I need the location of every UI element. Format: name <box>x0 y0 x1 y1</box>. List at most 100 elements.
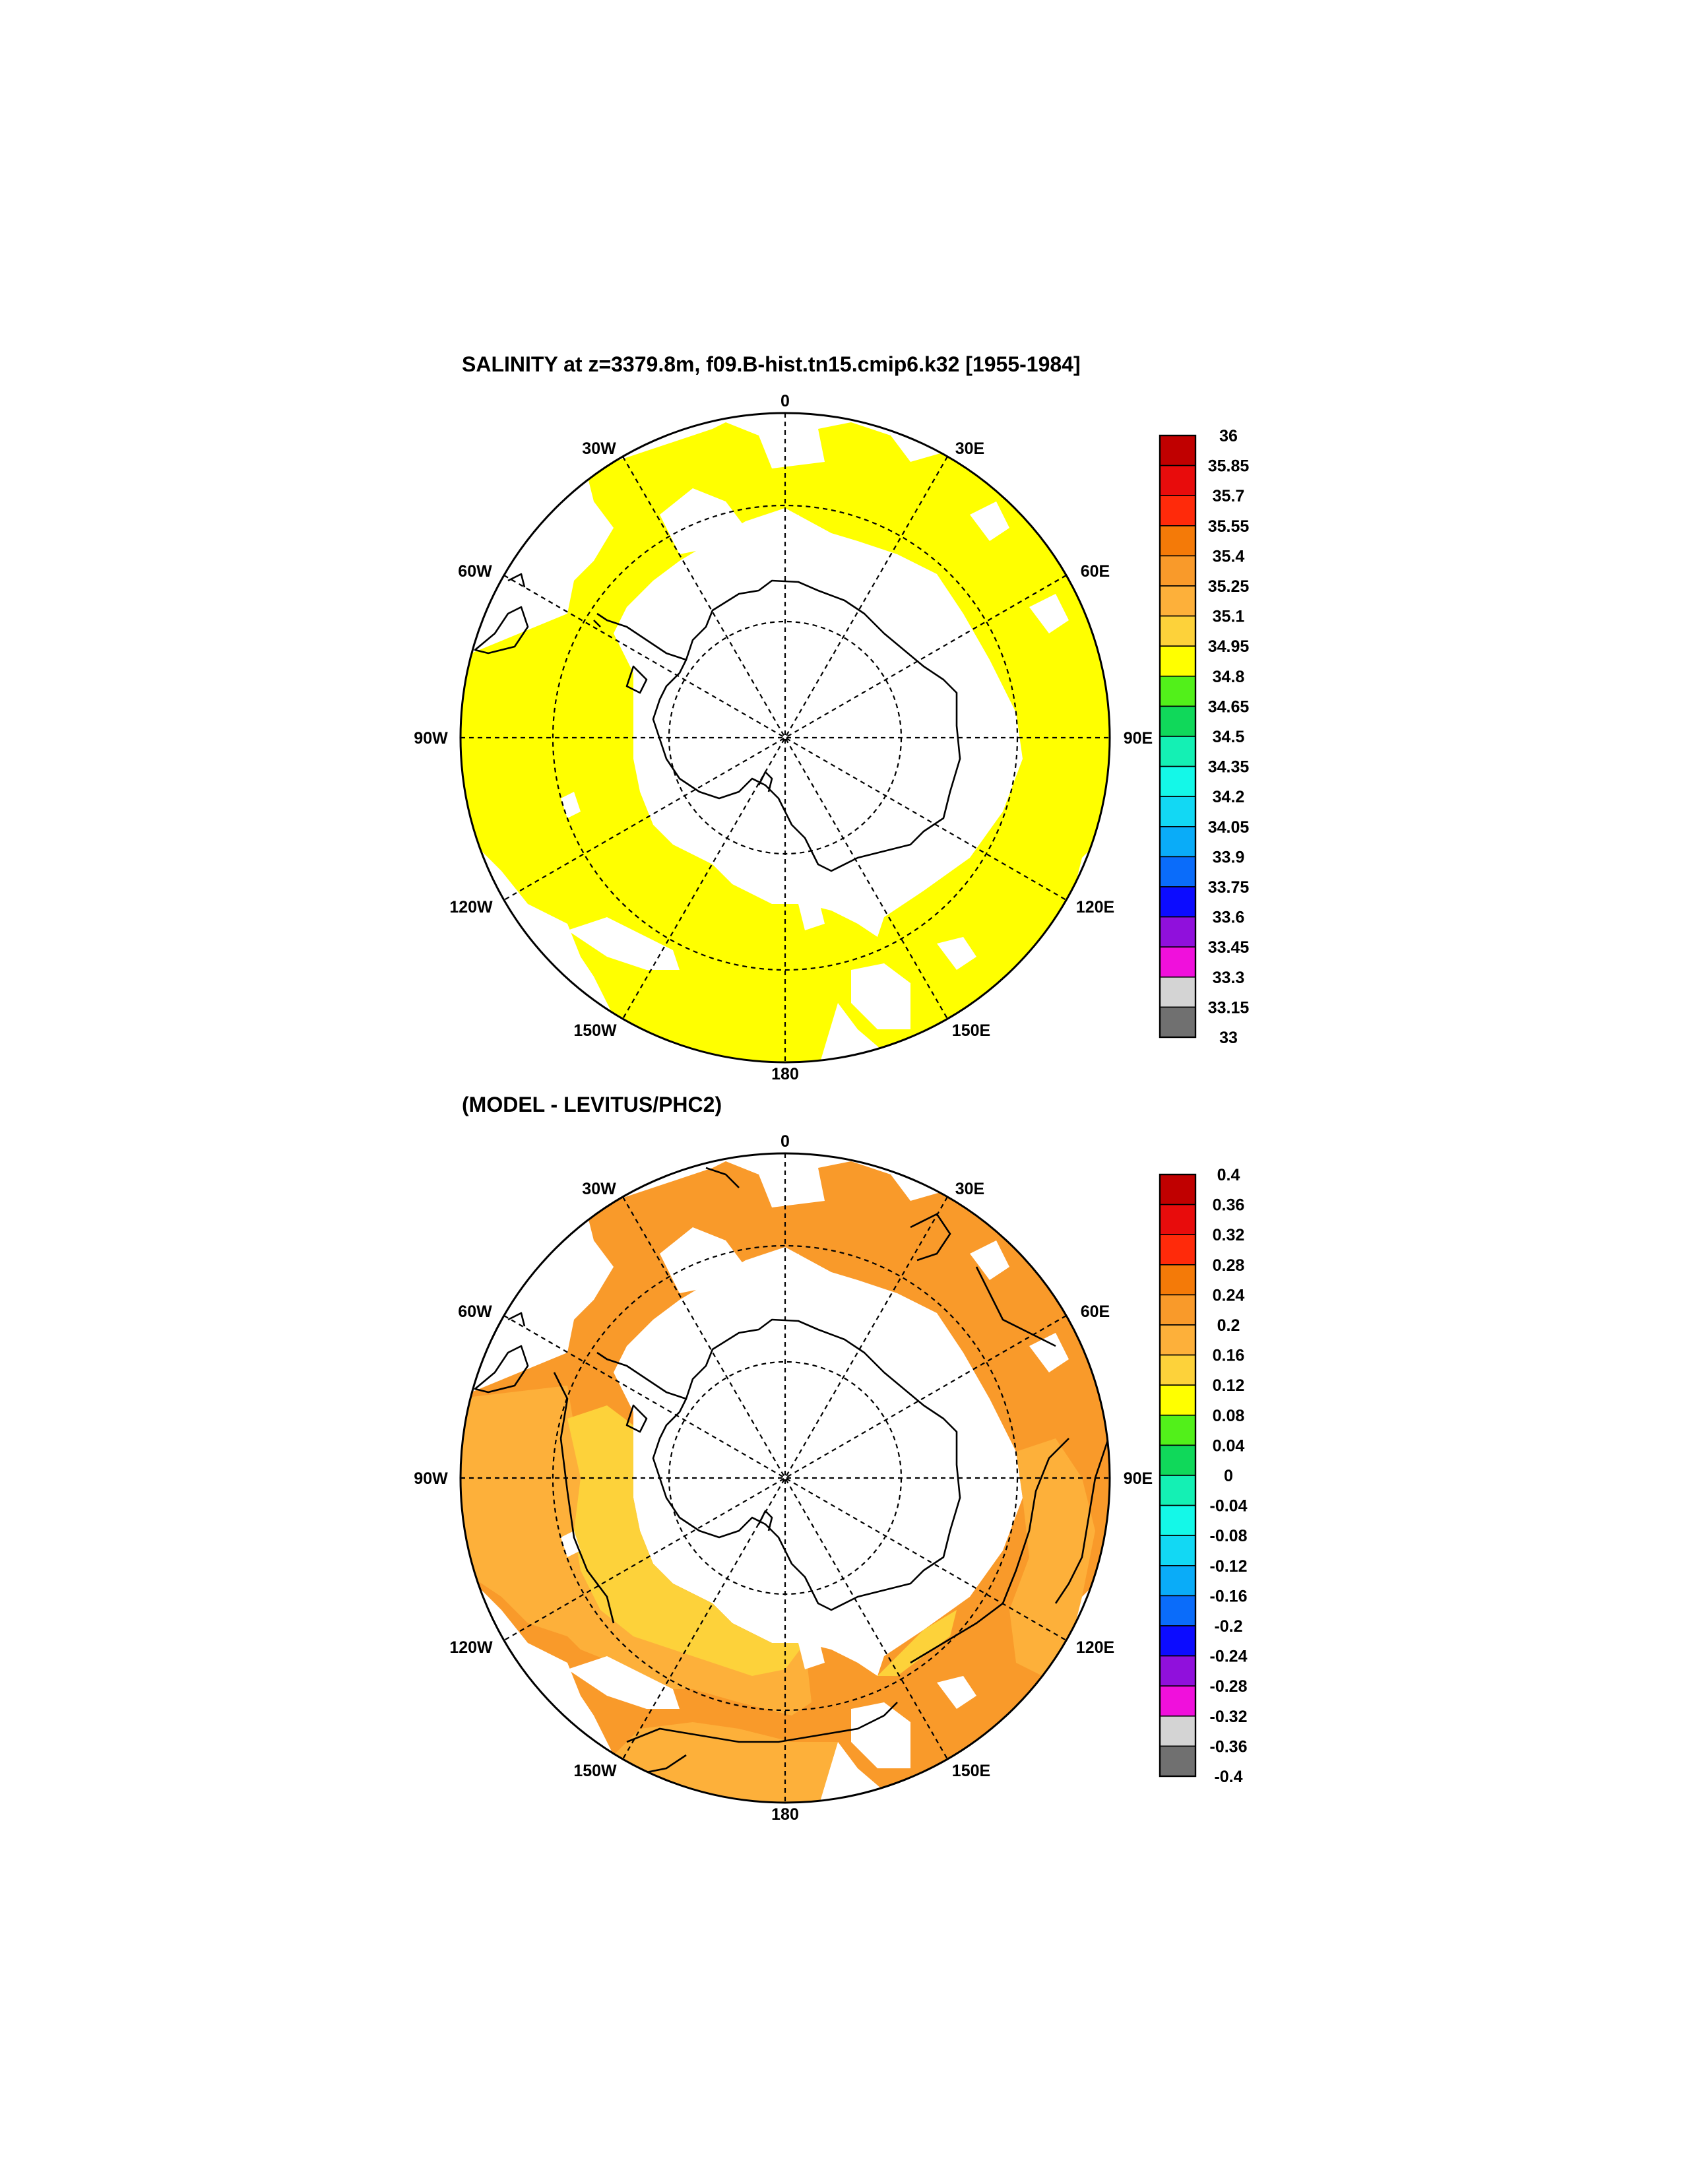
colorbar-tick-label: 0.04 <box>1213 1436 1245 1455</box>
colorbar-tick-label: -0.08 <box>1210 1527 1248 1545</box>
colorbar-tick-label: 35.7 <box>1213 487 1245 505</box>
difference-field-tertiary <box>567 1405 957 1676</box>
lon-label-150e-b: 150E <box>952 1762 990 1780</box>
colorbar-tick-label: 35.4 <box>1213 547 1245 565</box>
colorbar-swatch <box>1159 1625 1196 1657</box>
colorbar-tick-label: -0.32 <box>1210 1708 1248 1726</box>
colorbar-outline <box>1159 1173 1197 1778</box>
colorbar-swatch <box>1159 1595 1196 1626</box>
colorbar-swatch <box>1159 1475 1196 1506</box>
lon-label-150w-b: 150W <box>573 1762 617 1780</box>
colorbar-outline <box>1159 434 1197 1039</box>
difference-antarctica-landmass <box>653 1320 960 1610</box>
lon-label-90w: 90W <box>414 729 448 748</box>
colorbar-tick-label: -0.28 <box>1210 1677 1248 1696</box>
salinity-map-coastlines <box>474 573 961 872</box>
colorbar-swatch <box>1159 645 1196 677</box>
colorbar-swatch <box>1159 1324 1196 1356</box>
colorbar-tick-label: 0.08 <box>1213 1407 1245 1425</box>
colorbar-tick-label: -0.2 <box>1214 1617 1242 1636</box>
colorbar-swatch <box>1159 705 1196 737</box>
salinity-map-boundary <box>459 412 1111 1064</box>
colorbar-tick-label: 33.45 <box>1208 938 1250 957</box>
colorbar-tick-label: -0.04 <box>1210 1497 1248 1516</box>
colorbar-tick-label: 34.95 <box>1208 637 1250 656</box>
lon-label-150e: 150E <box>952 1021 990 1040</box>
colorbar-tick-label: -0.4 <box>1214 1768 1242 1786</box>
lon-label-180: 180 <box>771 1065 799 1083</box>
lon-label-30e-b: 30E <box>955 1180 984 1198</box>
lon-label-120e: 120E <box>1076 898 1114 916</box>
colorbar-swatch <box>1159 1716 1196 1747</box>
lon-label-120e-b: 120E <box>1076 1638 1114 1657</box>
colorbar-tick-label: 0.4 <box>1217 1166 1240 1184</box>
lon-label-90e: 90E <box>1124 729 1153 748</box>
colorbar-tick-label: 33 <box>1219 1029 1238 1047</box>
salinity-map-title: SALINITY at z=3379.8m, f09.B-hist.tn15.c… <box>462 352 1081 376</box>
colorbar-tick-label: 34.5 <box>1213 728 1245 746</box>
colorbar-swatch <box>1159 676 1196 707</box>
colorbar-tick-label: 0.36 <box>1213 1196 1245 1215</box>
colorbar-tick-label: 0.2 <box>1217 1316 1240 1335</box>
colorbar-swatch <box>1159 525 1196 557</box>
difference-map-coastlines <box>474 1312 961 1611</box>
colorbar-tick-label: -0.16 <box>1210 1587 1248 1605</box>
difference-map-boundary <box>459 1152 1111 1804</box>
difference-map-title: (MODEL - LEVITUS/PHC2) <box>462 1093 722 1116</box>
colorbar-tick-label: 35.1 <box>1213 608 1245 626</box>
lon-label-30e: 30E <box>955 439 984 458</box>
colorbar-swatch <box>1159 916 1196 947</box>
colorbar-swatch <box>1159 765 1196 797</box>
lon-label-30w-b: 30W <box>582 1180 616 1198</box>
colorbar-tick-label: 0.32 <box>1213 1226 1245 1244</box>
colorbar-swatch <box>1159 585 1196 617</box>
colorbar-tick-label: 0 <box>1224 1467 1233 1485</box>
colorbar-swatch <box>1159 856 1196 887</box>
salinity-map-graticule <box>461 413 1110 1062</box>
colorbar-tick-label: 33.75 <box>1208 878 1250 897</box>
difference-map-panel: (MODEL - LEVITUS/PHC2) <box>414 1093 1248 1824</box>
colorbar-swatch <box>1159 1565 1196 1597</box>
salinity-colorbar: 36 35.85 35.7 35.55 35.4 35.25 35.1 34.95 34.8 34… <box>1159 427 1250 1047</box>
colorbar-swatch <box>1159 977 1196 1008</box>
colorbar-swatch <box>1159 1006 1196 1038</box>
colorbar-tick-label: 0.24 <box>1213 1286 1245 1304</box>
colorbar-swatch <box>1159 1204 1196 1235</box>
colorbar-swatch <box>1159 796 1196 827</box>
colorbar-tick-label: 35.85 <box>1208 457 1250 476</box>
colorbar-tick-label: 0.12 <box>1213 1376 1245 1395</box>
lon-label-120w: 120W <box>449 898 493 916</box>
difference-colorbar: 0.4 0.36 0.32 0.28 0.24 0.2 0.16 0.12 0.08 0.04 0 -… <box>1159 1166 1248 1786</box>
salinity-map <box>461 413 1110 1062</box>
lon-label-60w-b: 60W <box>458 1302 492 1321</box>
colorbar-swatch <box>1159 1294 1196 1326</box>
colorbar-tick-label: 33.6 <box>1213 909 1245 927</box>
colorbar-swatch <box>1159 1444 1196 1476</box>
lon-label-60e-b: 60E <box>1081 1302 1110 1321</box>
colorbar-tick-label: 36 <box>1219 427 1238 445</box>
colorbar-tick-label: -0.24 <box>1210 1648 1248 1666</box>
lon-label-0-b: 0 <box>781 1132 790 1151</box>
colorbar-tick-label: 0.16 <box>1213 1347 1245 1365</box>
colorbar-swatch <box>1159 555 1196 587</box>
lon-label-0: 0 <box>781 392 790 410</box>
salinity-map-panel: SALINITY at z=3379.8m, f09.B-hist.tn15.c… <box>414 352 1250 1083</box>
lon-label-150w: 150W <box>573 1021 617 1040</box>
difference-field-gaps <box>561 1227 1069 1768</box>
lon-label-120w-b: 120W <box>449 1638 493 1657</box>
colorbar-swatch <box>1159 1174 1196 1205</box>
colorbar-tick-label: 35.25 <box>1208 577 1250 596</box>
colorbar-swatch <box>1159 435 1196 466</box>
colorbar-tick-label: 0.28 <box>1213 1256 1245 1275</box>
lon-label-180-b: 180 <box>771 1805 799 1824</box>
colorbar-swatch <box>1159 946 1196 978</box>
colorbar-swatch <box>1159 1264 1196 1296</box>
colorbar-swatch <box>1159 615 1196 647</box>
lon-label-60w: 60W <box>458 562 492 581</box>
salinity-longitude-labels: 0 30E 60E 90E 120E 150E 180 150W 120W 90… <box>414 392 1153 1083</box>
colorbar-tick-label: -0.36 <box>1210 1737 1248 1756</box>
difference-map <box>461 1153 1110 1803</box>
colorbar-tick-label: 34.2 <box>1213 788 1245 806</box>
lon-label-30w: 30W <box>582 439 616 458</box>
